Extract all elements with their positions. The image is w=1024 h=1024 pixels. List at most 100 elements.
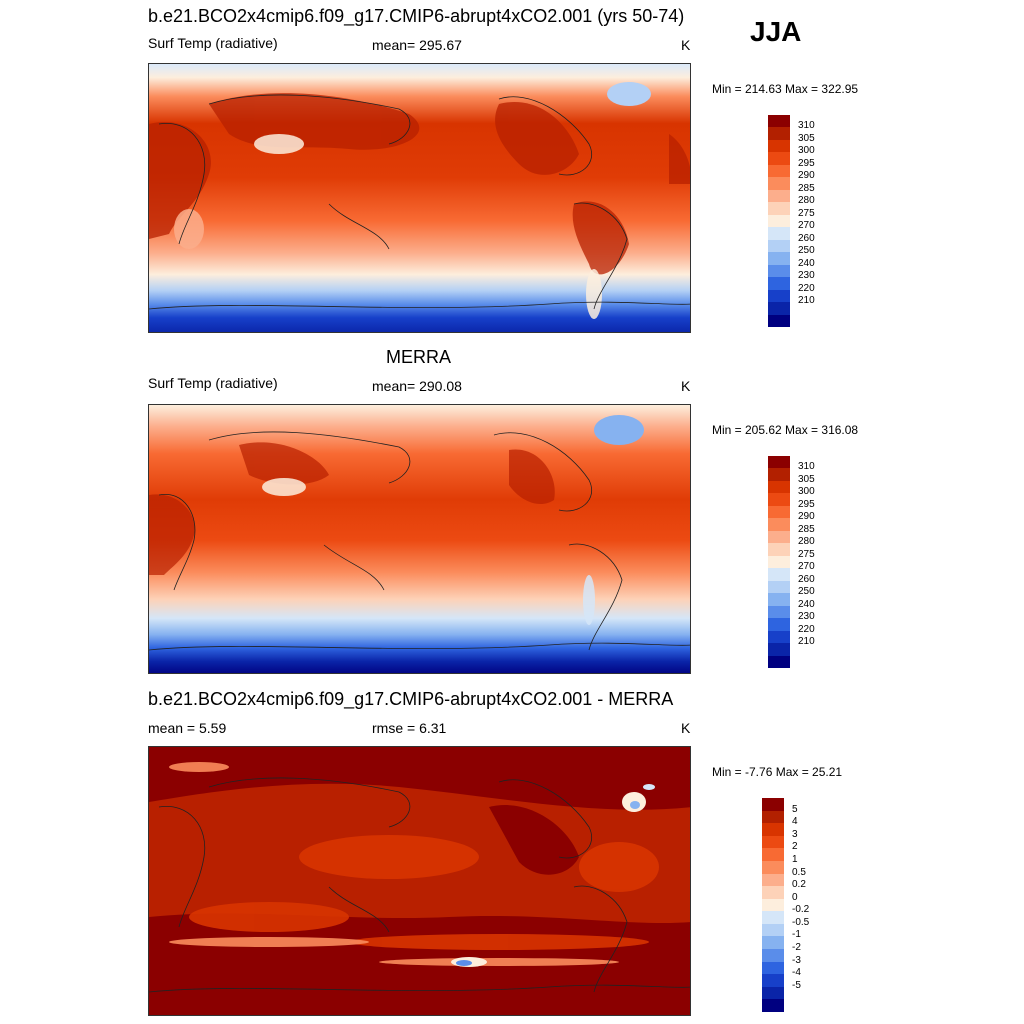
panel-diff-mean-label: mean = 5.59 xyxy=(148,720,227,736)
colorbar-segment xyxy=(768,643,790,657)
colorbar-segment xyxy=(768,555,790,569)
colorbar-segment xyxy=(768,139,790,153)
panel-model-title: b.e21.BCO2x4cmip6.f09_g17.CMIP6-abrupt4x… xyxy=(148,6,685,26)
colorbar-tick-label: 300 xyxy=(798,145,815,157)
colorbar-tick-label: 305 xyxy=(798,132,815,144)
panel-diff-minmax-label: Min = -7.76 Max = 25.21 xyxy=(712,765,843,779)
colorbar-segment xyxy=(768,189,790,203)
colorbar-segment xyxy=(762,810,784,824)
colorbar-segment xyxy=(762,798,784,812)
colorbar-tick-label: 220 xyxy=(798,282,815,294)
colorbar-tick-label: 275 xyxy=(798,548,815,560)
colorbar-segment xyxy=(768,277,790,291)
colorbar-tick-label: 3 xyxy=(792,828,798,840)
colorbar-tick-label: 310 xyxy=(798,461,815,473)
colorbar-segment xyxy=(762,898,784,912)
colorbar-segment xyxy=(768,115,790,128)
colorbar-tick-label: 295 xyxy=(798,157,815,169)
colorbar-segment xyxy=(768,493,790,507)
colorbar-segment xyxy=(762,936,784,950)
panel-diff-title: b.e21.BCO2x4cmip6.f09_g17.CMIP6-abrupt4x… xyxy=(148,689,674,709)
colorbar-tick-label: 290 xyxy=(798,511,815,523)
colorbar-tick-label: 285 xyxy=(798,523,815,535)
panel-model-mean-label: mean= 295.67 xyxy=(372,37,462,53)
colorbar-segment xyxy=(768,227,790,241)
colorbar-segment xyxy=(768,152,790,166)
colorbar-tick-label: -4 xyxy=(792,967,801,979)
colorbar-tick-label: -1 xyxy=(792,929,801,941)
colorbar-segment xyxy=(762,999,784,1013)
colorbar-segment xyxy=(762,848,784,862)
colorbar-tick-label: 0.2 xyxy=(792,879,806,891)
colorbar-segment xyxy=(768,530,790,544)
colorbar-segment xyxy=(762,911,784,925)
colorbar-segment xyxy=(762,923,784,937)
colorbar-segment xyxy=(762,835,784,849)
colorbar-segment xyxy=(768,618,790,632)
colorbar-segment xyxy=(768,264,790,278)
panel-model-map xyxy=(148,63,691,333)
colorbar-segment xyxy=(768,252,790,266)
panel-model-minmax-label: Min = 214.63 Max = 322.95 xyxy=(712,82,859,96)
colorbar-tick-label: 0 xyxy=(792,891,798,903)
panel-model-colorbar xyxy=(768,115,790,328)
colorbar-segment xyxy=(768,239,790,253)
colorbar-tick-label: 240 xyxy=(798,257,815,269)
colorbar-tick-label: 220 xyxy=(798,623,815,635)
colorbar-segment xyxy=(768,580,790,594)
colorbar-tick-label: -0.2 xyxy=(792,904,810,916)
colorbar-segment xyxy=(768,568,790,582)
colorbar-segment xyxy=(762,860,784,875)
colorbar-segment xyxy=(768,456,790,469)
colorbar-tick-label: 275 xyxy=(798,207,815,219)
colorbar-tick-label: 5 xyxy=(792,803,798,815)
panel-model-unit-label: K xyxy=(681,37,691,53)
colorbar-segment xyxy=(768,605,790,619)
colorbar-tick-label: 210 xyxy=(798,636,815,648)
colorbar-segment xyxy=(762,961,784,975)
panel-obs-map xyxy=(148,404,691,674)
colorbar-segment xyxy=(762,949,784,963)
colorbar-segment xyxy=(768,127,790,141)
colorbar-tick-label: 270 xyxy=(798,561,815,573)
panel-obs-mean-label: mean= 290.08 xyxy=(372,378,462,394)
colorbar-segment xyxy=(768,505,790,519)
colorbar-tick-label: 210 xyxy=(798,295,815,307)
panel-obs-colorbar xyxy=(768,456,790,669)
panel-diff-unit-label: K xyxy=(681,720,691,736)
panel-obs-minmax-label: Min = 205.62 Max = 316.08 xyxy=(712,423,859,437)
colorbar-segment xyxy=(762,986,784,1000)
colorbar-tick-label: 295 xyxy=(798,498,815,510)
colorbar-segment xyxy=(768,164,790,178)
colorbar-segment xyxy=(768,214,790,228)
colorbar-tick-label: 230 xyxy=(798,611,815,623)
colorbar-segment xyxy=(762,823,784,837)
colorbar-tick-label: 290 xyxy=(798,170,815,182)
colorbar-tick-label: 2 xyxy=(792,841,798,853)
colorbar-tick-label: 0.5 xyxy=(792,866,806,878)
colorbar-tick-label: 300 xyxy=(798,486,815,498)
colorbar-segment xyxy=(768,480,790,494)
panel-diff-colorbar xyxy=(762,798,784,1013)
colorbar-segment xyxy=(768,289,790,303)
colorbar-segment xyxy=(762,873,784,887)
panel-obs-unit-label: K xyxy=(681,378,691,394)
colorbar-segment xyxy=(762,974,784,988)
colorbar-segment xyxy=(768,518,790,532)
colorbar-tick-label: -3 xyxy=(792,954,801,966)
colorbar-tick-label: 260 xyxy=(798,232,815,244)
colorbar-tick-label: 240 xyxy=(798,598,815,610)
colorbar-segment xyxy=(768,177,790,191)
colorbar-tick-label: 250 xyxy=(798,586,815,598)
panel-obs-title: MERRA xyxy=(386,347,452,367)
panel-diff-map xyxy=(148,746,691,1016)
season-label: JJA xyxy=(750,16,802,47)
colorbar-segment xyxy=(768,593,790,607)
colorbar-tick-label: 1 xyxy=(792,853,798,865)
colorbar-tick-label: 285 xyxy=(798,182,815,194)
colorbar-tick-label: 260 xyxy=(798,573,815,585)
colorbar-tick-label: 250 xyxy=(798,245,815,257)
colorbar-tick-label: 310 xyxy=(798,120,815,132)
colorbar-tick-label: 270 xyxy=(798,220,815,232)
panel-model-variable-label: Surf Temp (radiative) xyxy=(148,35,278,51)
